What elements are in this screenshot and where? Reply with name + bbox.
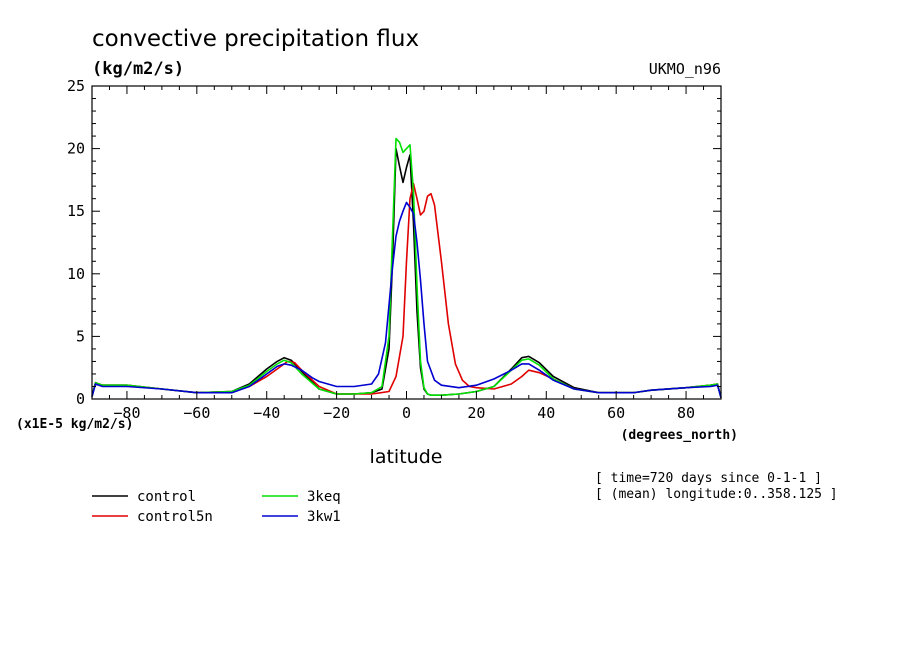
- x-tick-label: −80: [113, 404, 140, 422]
- x-tick-label: −60: [183, 404, 210, 422]
- x-tick-label: −20: [323, 404, 350, 422]
- x-tick-label: −40: [253, 404, 280, 422]
- legend-label-control5n: control5n: [137, 509, 213, 525]
- legend-label-control: control: [137, 489, 196, 505]
- y-tick-label: 5: [76, 327, 85, 345]
- series-line-3kw1: [91, 201, 722, 398]
- info-line-time: [ time=720 days since 0-1-1 ]: [595, 471, 822, 486]
- model-label: UKMO_n96: [649, 60, 721, 78]
- info-line-longitude: [ (mean) longitude:0..358.125 ]: [595, 487, 838, 502]
- x-axis-units: (degrees_north): [621, 428, 738, 443]
- chart-title: convective precipitation flux: [92, 26, 419, 52]
- scale-note: (x1E-5 kg/m2/s): [16, 417, 133, 432]
- legend: control control5n 3keq 3kw1: [92, 489, 341, 525]
- x-axis-label: latitude: [370, 446, 443, 468]
- y-tick-label: 10: [67, 265, 85, 283]
- y-tick-labels: 0 5 10 15 20 25: [67, 77, 85, 408]
- y-tick-label: 20: [67, 140, 85, 158]
- axis-ticks: [91, 85, 722, 400]
- y-tick-label: 25: [67, 77, 85, 95]
- legend-label-3keq: 3keq: [307, 489, 341, 505]
- x-tick-label: 40: [537, 404, 555, 422]
- y-tick-label: 15: [67, 202, 85, 220]
- x-tick-label: 20: [467, 404, 485, 422]
- x-tick-label: 0: [402, 404, 411, 422]
- x-tick-labels: −80 −60 −40 −20 0 20 40 60 80: [113, 404, 695, 422]
- series-line-control5n: [91, 182, 722, 398]
- x-tick-label: 60: [607, 404, 625, 422]
- x-tick-label: 80: [677, 404, 695, 422]
- units-label: (kg/m2/s): [92, 59, 184, 79]
- plot-frame: [91, 85, 722, 400]
- plot-area: [91, 137, 722, 398]
- y-tick-label: 0: [76, 390, 85, 408]
- legend-label-3kw1: 3kw1: [307, 509, 341, 525]
